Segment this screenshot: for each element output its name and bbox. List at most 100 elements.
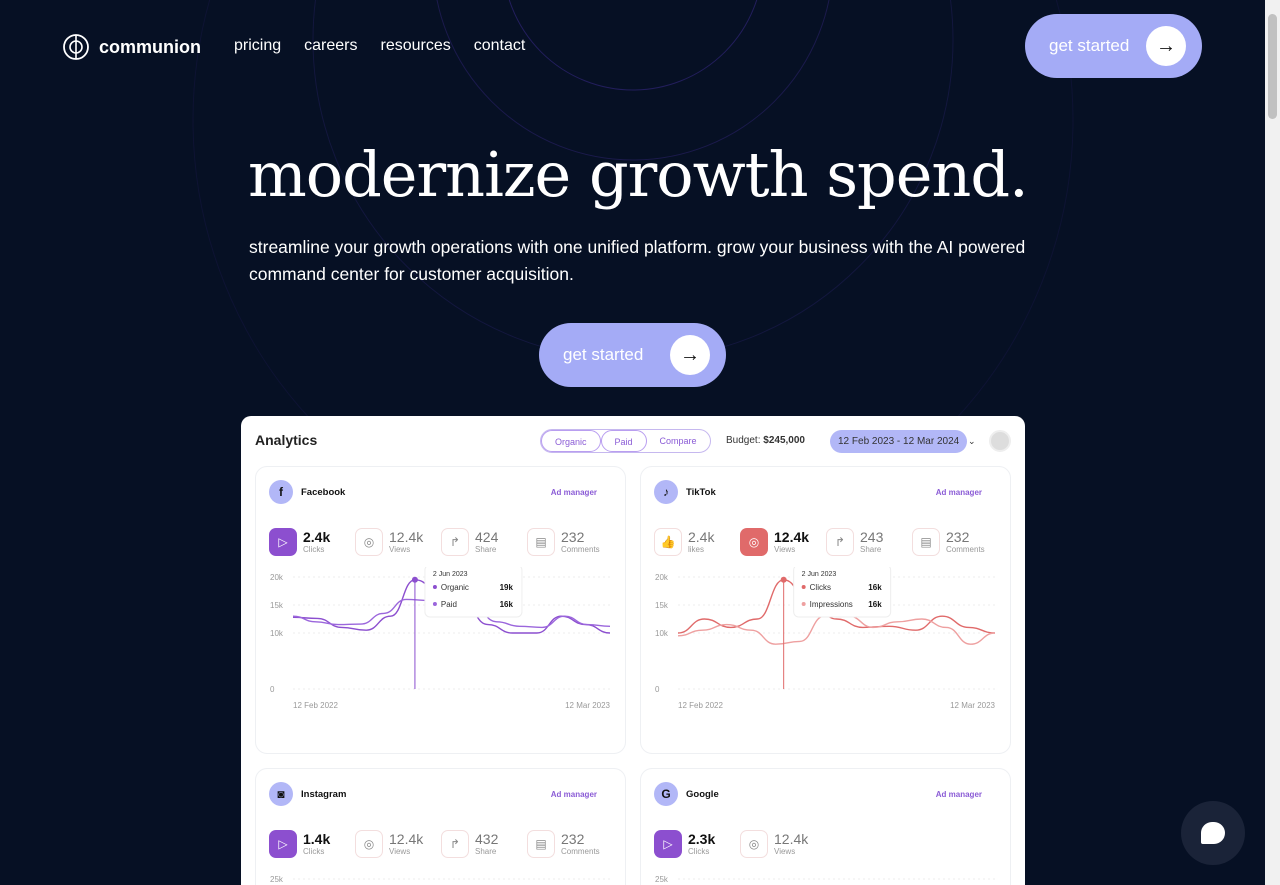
stat-value: 12.4k (389, 831, 424, 847)
budget-value: $245,000 (763, 435, 805, 446)
stat-views: ◎ 12.4k Views (355, 830, 441, 858)
hover-point (780, 576, 787, 583)
brand-logo[interactable]: communion (62, 33, 201, 61)
comment-icon: ▤ (527, 528, 555, 556)
button-label: get started (563, 345, 644, 364)
platform-name: Instagram (301, 788, 347, 800)
eye-icon: ◎ (355, 528, 383, 556)
stat-label: Share (475, 545, 497, 554)
date-range-picker[interactable]: 12 Feb 2023 - 12 Mar 2024 (830, 430, 968, 453)
stat-value: 12.4k (389, 529, 424, 545)
stat-likes: 👍 2.4k likes (654, 528, 740, 556)
y-tick-label: 10k (655, 629, 669, 638)
nav-get-started-button[interactable]: get started → (1025, 14, 1202, 78)
stat-value: 232 (946, 529, 970, 545)
stat-label: Views (774, 847, 796, 856)
y-tick-label: 15k (655, 601, 669, 610)
card-facebook: f Facebook Ad manager ▷ 2.4k Clicks ◎ 12.4k Vi… (255, 466, 626, 754)
stat-views: ◎ 12.4k Views (740, 528, 826, 556)
stat-comments: ▤ 232 Comments (527, 830, 613, 858)
hero-get-started-button[interactable]: get started → (539, 323, 726, 387)
ad-manager-link[interactable]: Ad manager (935, 488, 982, 497)
card-google: G Google Ad manager ▷ 2.3k Clicks ◎ 12.4k View… (640, 768, 1011, 885)
scrollbar[interactable] (1265, 0, 1280, 885)
budget-label: Budget: (726, 435, 761, 446)
nav-resources[interactable]: resources (380, 37, 451, 54)
tooltip-value: 16k (868, 600, 882, 609)
stat-label: Share (475, 847, 497, 856)
legend-dot (801, 602, 806, 606)
comment-icon: ▤ (912, 528, 940, 556)
budget: Budget: $245,000 (726, 435, 805, 446)
ad-manager-link[interactable]: Ad manager (935, 790, 982, 799)
nav-pricing[interactable]: pricing (234, 37, 282, 54)
stat-label: Comments (946, 545, 985, 554)
ad-manager-link[interactable]: Ad manager (550, 790, 597, 799)
series-line-impressions (677, 615, 996, 645)
share-icon: ↱ (441, 830, 469, 858)
stat-label: Comments (561, 847, 600, 856)
ad-manager-link[interactable]: Ad manager (550, 488, 597, 497)
stat-views: ◎ 12.4k Views (355, 528, 441, 556)
tooltip-value: 19k (500, 583, 514, 592)
tab-organic[interactable]: Organic (541, 430, 601, 452)
view-toggle: Organic Paid Compare (540, 429, 711, 453)
y-tick-label: 25k (655, 875, 669, 884)
stat-share: ↱ 424 Share (441, 528, 527, 556)
hero-subtitle: streamline your growth operations with o… (249, 237, 1026, 284)
play-icon: ▷ (269, 830, 297, 858)
nav-careers[interactable]: careers (304, 37, 358, 54)
tooltip-label: Impressions (810, 600, 853, 609)
y-tick-label: 20k (655, 573, 669, 582)
y-tick-label: 25k (270, 875, 284, 884)
stat-value: 424 (475, 529, 499, 545)
x-tick-label: 12 Feb 2022 (678, 701, 723, 710)
stat-share: ↱ 432 Share (441, 830, 527, 858)
eye-icon: ◎ (740, 528, 768, 556)
share-icon: ↱ (441, 528, 469, 556)
arrow-right-icon: → (1146, 26, 1186, 66)
platform-name: TikTok (686, 486, 716, 498)
stat-value: 232 (561, 831, 585, 847)
stat-value: 2.4k (688, 529, 715, 545)
stat-value: 2.4k (303, 529, 331, 545)
stat-value: 1.4k (303, 831, 331, 847)
y-tick-label: 20k (270, 573, 284, 582)
chart: 25k (270, 875, 610, 884)
stat-label: Views (774, 545, 796, 554)
chevron-down-icon[interactable]: ⌄ (968, 436, 976, 446)
stat-value: 243 (860, 529, 884, 545)
platform-name: Google (686, 788, 719, 800)
x-tick-label: 12 Mar 2023 (565, 701, 610, 710)
card-tiktok: ♪ TikTok Ad manager 👍 2.4k likes ◎ 12.4k Views… (640, 466, 1011, 754)
stat-clicks: ▷ 2.3k Clicks (654, 830, 740, 858)
nav-contact[interactable]: contact (473, 37, 526, 54)
comment-icon: ▤ (527, 830, 555, 858)
series-line-clicks (677, 579, 996, 634)
facebook-icon: f (269, 480, 293, 504)
y-tick-label: 0 (270, 685, 275, 694)
tab-compare[interactable]: Compare (659, 436, 697, 446)
tooltip-label: Organic (441, 583, 469, 592)
avatar[interactable] (989, 430, 1011, 452)
stat-label: Share (860, 545, 882, 554)
stat-label: likes (688, 545, 705, 554)
stat-value: 432 (475, 831, 499, 847)
tiktok-icon: ♪ (654, 480, 678, 504)
stat-value: 2.3k (688, 831, 716, 847)
eye-icon: ◎ (740, 830, 768, 858)
share-icon: ↱ (826, 528, 854, 556)
hero-title: modernize growth spend. (248, 138, 1029, 211)
scrollbar-thumb[interactable] (1268, 14, 1277, 119)
tab-paid[interactable]: Paid (600, 430, 647, 452)
tooltip: 2 Jun 2023 Clicks 16k Impressions 16k (793, 567, 892, 618)
tooltip: 2 Jun 2023 Organic 19k Paid 16k (424, 567, 523, 618)
chat-button[interactable] (1181, 801, 1245, 865)
platform-name: Facebook (301, 486, 346, 498)
tooltip-value: 16k (868, 583, 882, 592)
tooltip-label: Paid (441, 600, 457, 609)
arrow-right-icon: → (670, 335, 710, 375)
tooltip-date: 2 Jun 2023 (433, 571, 468, 578)
play-icon: ▷ (269, 528, 297, 556)
